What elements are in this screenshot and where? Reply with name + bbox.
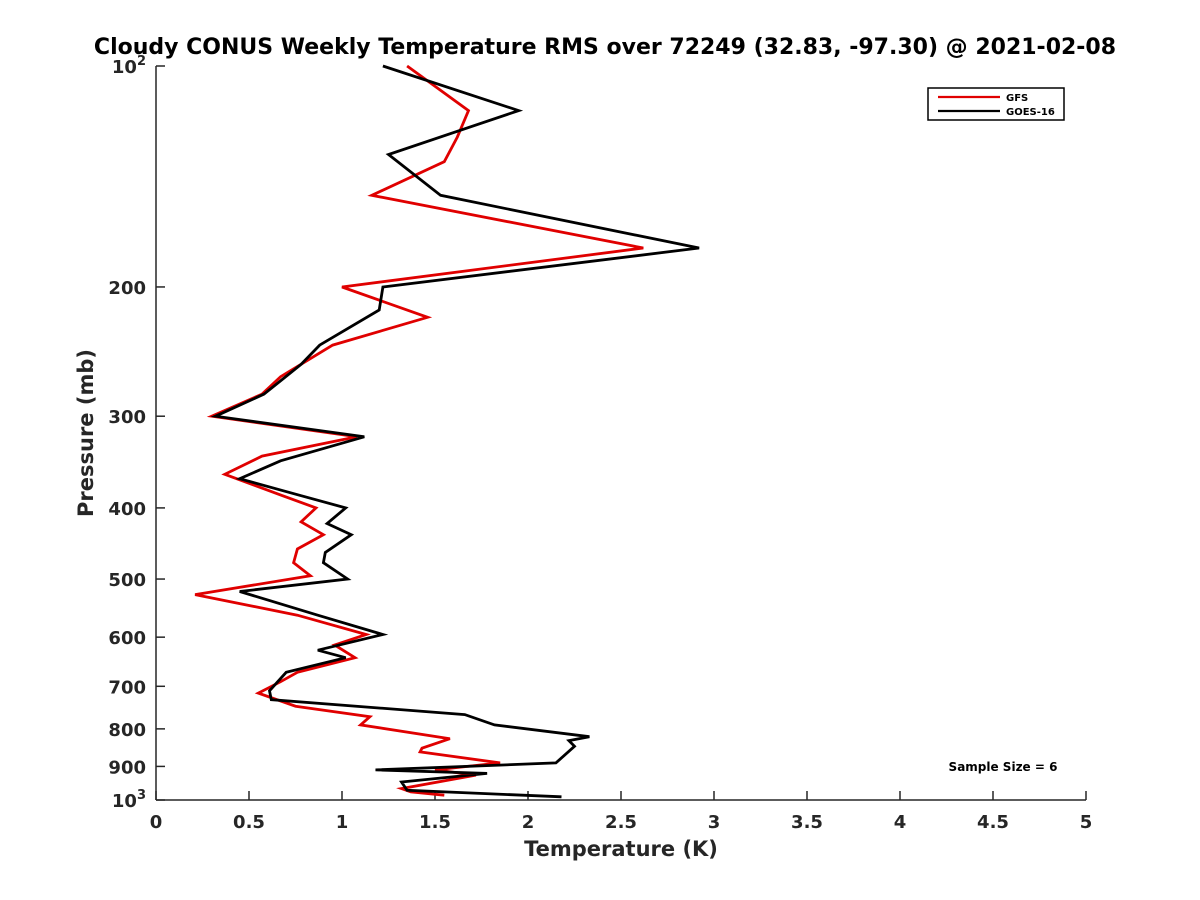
x-tick-label: 3 [708, 812, 721, 833]
legend-box [927, 87, 1065, 121]
y-tick-label: 900 [108, 757, 146, 778]
x-tick-label: 0 [150, 812, 163, 833]
plot-area: 0 0.5 1 1.5 2 2.5 3 3.5 4 4.5 5 102 200 300 400 500 600… [108, 54, 1092, 833]
y-tick-label: 103 [112, 788, 146, 812]
legend-label-gfs: GFS [1006, 93, 1028, 104]
series-line-gfs [194, 64, 644, 797]
y-tick-label: 300 [108, 407, 146, 428]
y-tick-label: 700 [108, 677, 146, 698]
series-line-goes-16 [210, 64, 700, 799]
x-tick-label: 1.5 [419, 812, 451, 833]
series-lines [194, 64, 700, 799]
y-tick-label: 400 [108, 499, 146, 520]
sample-size-annotation: Sample Size = 6 [949, 760, 1058, 774]
y-axis-label: Pressure (mb) [74, 349, 98, 517]
x-tick-label: 3.5 [791, 812, 823, 833]
x-tick-label: 4 [894, 812, 907, 833]
x-tick-label: 5 [1080, 812, 1093, 833]
x-tick-label: 2 [522, 812, 535, 833]
legend: GFS GOES-16 [927, 87, 1065, 121]
y-tick-label: 800 [108, 720, 146, 741]
y-tick-label: 102 [112, 54, 146, 78]
x-tick-label: 4.5 [977, 812, 1009, 833]
y-tick-label: 500 [108, 570, 146, 591]
x-tick-label: 2.5 [605, 812, 637, 833]
y-ticks: 102 200 300 400 500 600 700 800 900 103 [108, 54, 165, 812]
x-axis-label: Temperature (K) [524, 837, 718, 861]
y-tick-label: 200 [108, 278, 146, 299]
y-tick-label: 600 [108, 628, 146, 649]
x-tick-label: 1 [336, 812, 349, 833]
x-tick-label: 0.5 [233, 812, 265, 833]
chart-title: Cloudy CONUS Weekly Temperature RMS over… [94, 35, 1116, 60]
x-ticks: 0 0.5 1 1.5 2 2.5 3 3.5 4 4.5 5 [150, 791, 1093, 833]
legend-label-goes-16: GOES-16 [1006, 107, 1055, 118]
